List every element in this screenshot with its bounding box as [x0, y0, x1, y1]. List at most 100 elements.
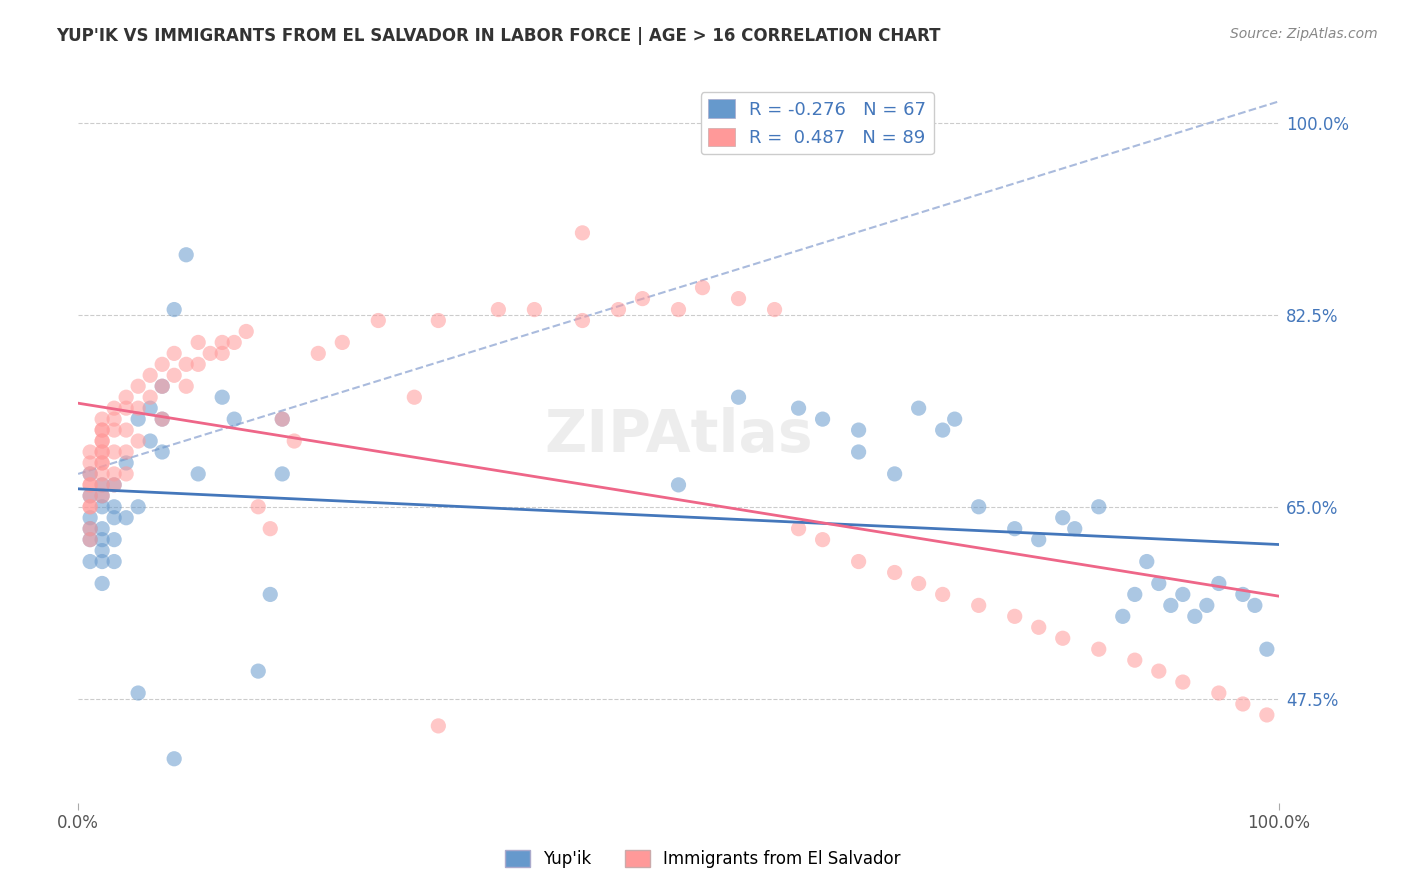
Point [91, 489, 114, 503]
Point [103, 412, 125, 426]
Text: ZIPAtlas: ZIPAtlas [544, 407, 813, 464]
Point [404, 390, 426, 404]
Point [1004, 522, 1026, 536]
Point [103, 500, 125, 514]
Point [103, 533, 125, 547]
Point [91, 478, 114, 492]
Point [211, 390, 233, 404]
Point [943, 412, 966, 426]
Text: Source: ZipAtlas.com: Source: ZipAtlas.com [1230, 27, 1378, 41]
Point [91, 456, 114, 470]
Point [1112, 609, 1135, 624]
Point [200, 346, 222, 360]
Point [91, 434, 114, 448]
Point [91, 467, 114, 481]
Point [103, 478, 125, 492]
Point [787, 401, 810, 416]
Point [1244, 599, 1267, 613]
Point [91, 423, 114, 437]
Point [91, 576, 114, 591]
Point [907, 576, 929, 591]
Point [367, 313, 389, 327]
Point [150, 412, 173, 426]
Point [91, 445, 114, 459]
Point [139, 401, 162, 416]
Point [103, 423, 125, 437]
Point [79, 510, 101, 524]
Point [1123, 653, 1146, 667]
Point [139, 390, 162, 404]
Point [259, 522, 281, 536]
Point [103, 401, 125, 416]
Point [1147, 664, 1170, 678]
Point [247, 664, 270, 678]
Point [127, 379, 149, 393]
Point [79, 489, 101, 503]
Point [1171, 675, 1194, 690]
Point [79, 522, 101, 536]
Point [91, 533, 114, 547]
Point [187, 467, 209, 481]
Point [571, 226, 593, 240]
Point [1171, 587, 1194, 601]
Point [848, 445, 870, 459]
Point [523, 302, 546, 317]
Point [271, 467, 294, 481]
Point [91, 434, 114, 448]
Point [1087, 642, 1109, 657]
Point [1052, 510, 1074, 524]
Point [150, 412, 173, 426]
Point [79, 500, 101, 514]
Point [224, 335, 246, 350]
Point [1063, 522, 1085, 536]
Point [763, 302, 786, 317]
Point [668, 478, 690, 492]
Point [174, 248, 197, 262]
Point [883, 467, 905, 481]
Point [1160, 599, 1182, 613]
Point [811, 533, 834, 547]
Point [127, 401, 149, 416]
Point [211, 346, 233, 360]
Point [115, 445, 138, 459]
Point [224, 412, 246, 426]
Point [163, 368, 186, 383]
Point [91, 489, 114, 503]
Point [174, 357, 197, 371]
Point [631, 292, 654, 306]
Point [427, 719, 450, 733]
Point [91, 445, 114, 459]
Point [1195, 599, 1218, 613]
Point [127, 412, 149, 426]
Point [1147, 576, 1170, 591]
Point [1256, 708, 1278, 723]
Point [127, 686, 149, 700]
Point [115, 401, 138, 416]
Point [79, 445, 101, 459]
Point [668, 302, 690, 317]
Point [139, 434, 162, 448]
Point [330, 335, 353, 350]
Point [163, 752, 186, 766]
Point [571, 313, 593, 327]
Point [150, 379, 173, 393]
Point [150, 445, 173, 459]
Point [79, 478, 101, 492]
Point [1232, 697, 1254, 711]
Point [607, 302, 630, 317]
Point [1004, 609, 1026, 624]
Point [91, 456, 114, 470]
Point [115, 467, 138, 481]
Point [127, 434, 149, 448]
Point [931, 423, 953, 437]
Point [79, 555, 101, 569]
Point [1028, 620, 1050, 634]
Point [235, 325, 257, 339]
Point [150, 357, 173, 371]
Point [883, 566, 905, 580]
Point [247, 500, 270, 514]
Point [79, 500, 101, 514]
Point [907, 401, 929, 416]
Point [1184, 609, 1206, 624]
Point [848, 423, 870, 437]
